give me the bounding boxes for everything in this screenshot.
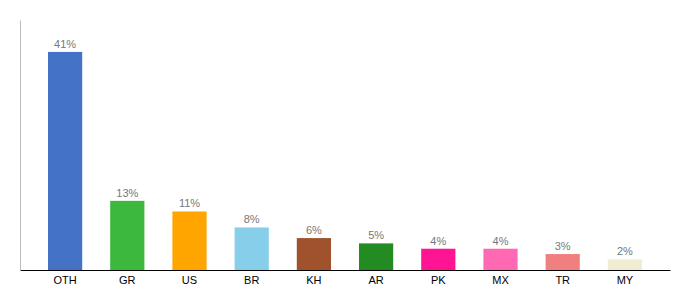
x-tick: US	[182, 270, 197, 286]
x-tick-label: GR	[119, 274, 136, 286]
data-label: 13%	[116, 187, 138, 199]
x-tick-label: OTH	[53, 274, 76, 286]
data-label: 41%	[54, 38, 76, 50]
x-tick-label: TR	[555, 274, 570, 286]
data-label: 3%	[555, 240, 571, 252]
x-tick-label: MY	[617, 274, 634, 286]
x-tick-label: US	[182, 274, 197, 286]
bar	[110, 201, 144, 270]
x-tick: GR	[119, 270, 136, 286]
data-label: 2%	[617, 245, 633, 257]
bar	[546, 254, 580, 270]
x-tick: OTH	[53, 270, 76, 286]
y-axis	[20, 21, 21, 271]
x-tick-label: BR	[244, 274, 259, 286]
bar	[297, 238, 331, 270]
data-label: 6%	[306, 224, 322, 236]
data-label: 4%	[430, 235, 446, 247]
x-tick-label: AR	[368, 274, 383, 286]
bar	[483, 249, 517, 270]
x-tick: KH	[306, 270, 321, 286]
bars	[48, 52, 642, 270]
data-label: 8%	[244, 213, 260, 225]
y-axis-line	[20, 21, 21, 271]
x-tick-label: MX	[492, 274, 509, 286]
bar	[608, 259, 642, 270]
bar	[48, 52, 82, 270]
bar	[235, 227, 269, 270]
x-tick: MX	[492, 270, 509, 286]
data-label: 5%	[368, 229, 384, 241]
data-labels: 41% 13% 11% 8% 6% 5% 4% 4% 3% 2%	[54, 38, 633, 257]
x-tick: TR	[555, 270, 570, 286]
x-tick: PK	[431, 270, 446, 286]
x-tick: AR	[368, 270, 383, 286]
bar	[421, 249, 455, 270]
chart: 41% 13% 11% 8% 6% 5% 4% 4% 3% 2% OTH GR US BR KH AR PK MX…	[0, 0, 680, 300]
x-tick: BR	[244, 270, 259, 286]
data-label: 4%	[493, 235, 509, 247]
x-tick: MY	[617, 270, 634, 286]
x-axis-line	[21, 270, 671, 271]
x-axis: OTH GR US BR KH AR PK MX TR MY	[21, 270, 671, 286]
bar	[359, 243, 393, 270]
x-tick-label: KH	[306, 274, 321, 286]
data-label: 11%	[179, 197, 200, 209]
x-tick-label: PK	[431, 274, 446, 286]
bar	[172, 211, 206, 270]
